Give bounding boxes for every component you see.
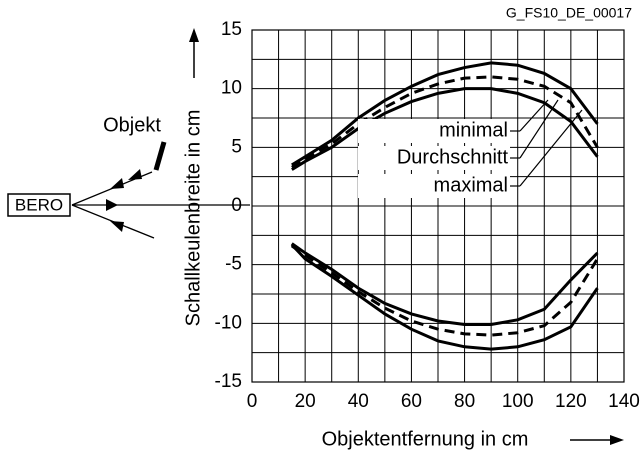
x-tick-label: 40 <box>348 391 369 412</box>
y-tick-label: -15 <box>215 371 242 392</box>
leader-line <box>519 99 549 132</box>
x-tick-label: 140 <box>608 391 640 412</box>
series-line <box>291 87 599 171</box>
series-line <box>290 242 599 327</box>
x-tick-label: 20 <box>295 391 316 412</box>
y-tick-label: 0 <box>231 195 242 216</box>
y-tick-label: -5 <box>225 254 242 275</box>
series-line <box>290 244 599 337</box>
y-tick-label: 10 <box>221 78 242 99</box>
series-label: maximal <box>434 174 508 196</box>
y-axis-title: Schallkeulenbreite in cm <box>182 110 204 327</box>
label-bg <box>358 146 510 170</box>
x-tick-label: 0 <box>247 391 258 412</box>
x-tick-label: 60 <box>401 391 422 412</box>
series-line <box>291 75 599 169</box>
y-tick-label: 15 <box>221 19 242 40</box>
axis-arrow <box>189 28 199 42</box>
axis-arrow <box>610 435 624 445</box>
series-line <box>291 61 599 167</box>
arrowhead <box>128 169 142 180</box>
x-tick-label: 80 <box>454 391 475 412</box>
leader-line <box>519 109 583 187</box>
object-bar <box>153 141 167 171</box>
label-bg <box>358 119 510 143</box>
sensor-label: BERO <box>15 195 63 214</box>
y-tick-label: -10 <box>215 312 242 333</box>
label-bg <box>358 174 510 198</box>
x-axis-title: Objektentfernung in cm <box>322 428 529 450</box>
sensor-box <box>7 193 71 217</box>
arrowhead <box>110 221 124 232</box>
series-line <box>290 243 599 351</box>
object-label: Objekt <box>103 114 161 136</box>
arrowhead <box>110 178 124 189</box>
arrowhead <box>106 199 118 211</box>
series-label: minimal <box>439 119 508 141</box>
leader-line <box>519 99 559 159</box>
x-tick-label: 100 <box>502 391 534 412</box>
x-tick-label: 120 <box>555 391 587 412</box>
figure-id: G_FS10_DE_00017 <box>506 5 632 21</box>
y-tick-label: 5 <box>231 136 242 157</box>
series-label: Durchschnitt <box>397 146 509 168</box>
